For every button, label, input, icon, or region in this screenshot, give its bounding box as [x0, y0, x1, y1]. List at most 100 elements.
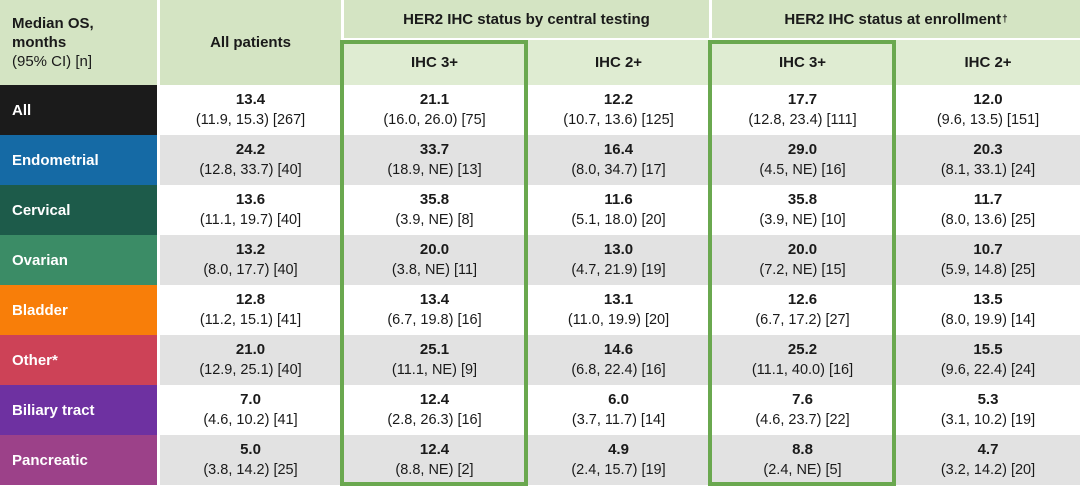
subheader-enrollment-ihc2-label: IHC 2+: [964, 54, 1012, 71]
subheader-enrollment-ihc3: IHC 3+: [712, 40, 893, 85]
row-label-cervical: Cervical: [0, 185, 157, 235]
median-value: 17.7: [787, 91, 818, 108]
ci-value: (3.8, NE) [11]: [391, 262, 478, 278]
median-value: 13.1: [603, 291, 634, 308]
cell-ovarian-enroll-ihc3: 20.0 (7.2, NE) [15]: [712, 235, 893, 285]
median-value: 12.8: [235, 291, 266, 308]
cell-other-enroll-ihc2: 15.5 (9.6, 22.4) [24]: [896, 335, 1080, 385]
group-header-enrollment-label: HER2 IHC status at enrollment: [784, 10, 1002, 28]
cell-cervical-central-ihc2: 11.6 (5.1, 18.0) [20]: [528, 185, 709, 235]
corner-header: Median OS, months (95% CI) [n]: [0, 0, 157, 85]
cell-all-allpatients: 13.4 (11.9, 15.3) [267]: [160, 85, 341, 135]
cell-ovarian-central-ihc2: 13.0 (4.7, 21.9) [19]: [528, 235, 709, 285]
group-header-central-testing: HER2 IHC status by central testing: [344, 0, 709, 40]
cell-cervical-central-ihc3: 35.8 (3.9, NE) [8]: [344, 185, 525, 235]
all-patients-header-label: All patients: [210, 34, 291, 51]
cell-endometrial-central-ihc3: 33.7 (18.9, NE) [13]: [344, 135, 525, 185]
ci-value: (11.0, 19.9) [20]: [567, 312, 670, 328]
corner-header-line3: (95% CI) [n]: [12, 53, 93, 70]
row-label-pancreatic: Pancreatic: [0, 435, 157, 485]
ci-value: (2.4, NE) [5]: [763, 462, 842, 478]
ci-value: (8.0, 13.6) [25]: [940, 212, 1036, 228]
ci-value: (11.2, 15.1) [41]: [199, 312, 302, 328]
median-value: 20.0: [419, 241, 450, 258]
median-value: 7.0: [240, 391, 261, 408]
dagger-footnote-mark: †: [1002, 13, 1008, 25]
ci-value: (4.6, 10.2) [41]: [203, 412, 298, 428]
median-value: 21.0: [235, 341, 266, 358]
group-header-enrollment: HER2 IHC status at enrollment †: [712, 0, 1080, 40]
cell-biliary-enroll-ihc3: 7.6 (4.6, 23.7) [22]: [712, 385, 893, 435]
cell-endometrial-enroll-ihc2: 20.3 (8.1, 33.1) [24]: [896, 135, 1080, 185]
ci-value: (6.8, 22.4) [16]: [571, 362, 666, 378]
subheader-central-ihc2: IHC 2+: [528, 40, 709, 85]
cell-cervical-allpatients: 13.6 (11.1, 19.7) [40]: [160, 185, 341, 235]
cell-all-central-ihc3: 21.1 (16.0, 26.0) [75]: [344, 85, 525, 135]
cell-cervical-enroll-ihc3: 35.8 (3.9, NE) [10]: [712, 185, 893, 235]
median-value: 5.0: [240, 441, 261, 458]
ci-value: (3.1, 10.2) [19]: [940, 412, 1036, 428]
ci-value: (18.9, NE) [13]: [387, 162, 482, 178]
cell-pancreatic-allpatients: 5.0 (3.8, 14.2) [25]: [160, 435, 341, 485]
ci-value: (8.0, 34.7) [17]: [571, 162, 666, 178]
subheader-enrollment-ihc3-label: IHC 3+: [778, 54, 827, 71]
cell-endometrial-allpatients: 24.2 (12.8, 33.7) [40]: [160, 135, 341, 185]
ci-value: (12.9, 25.1) [40]: [199, 362, 302, 378]
cell-pancreatic-enroll-ihc2: 4.7 (3.2, 14.2) [20]: [896, 435, 1080, 485]
ci-value: (2.8, 26.3) [16]: [387, 412, 482, 428]
median-value: 25.1: [419, 341, 450, 358]
row-label-other: Other*: [0, 335, 157, 385]
ci-value: (3.7, 11.7) [14]: [571, 412, 666, 428]
ci-value: (6.7, 17.2) [27]: [755, 312, 850, 328]
ci-value: (11.1, NE) [9]: [391, 362, 478, 378]
median-value: 13.4: [419, 291, 450, 308]
cell-other-enroll-ihc3: 25.2 (11.1, 40.0) [16]: [712, 335, 893, 385]
ci-value: (7.2, NE) [15]: [759, 262, 846, 278]
row-label-endometrial: Endometrial: [0, 135, 157, 185]
cell-ovarian-central-ihc3: 20.0 (3.8, NE) [11]: [344, 235, 525, 285]
ci-value: (8.0, 17.7) [40]: [203, 262, 298, 278]
cell-all-enroll-ihc2: 12.0 (9.6, 13.5) [151]: [896, 85, 1080, 135]
ci-value: (4.5, NE) [16]: [759, 162, 846, 178]
median-value: 16.4: [603, 141, 634, 158]
cell-bladder-allpatients: 12.8 (11.2, 15.1) [41]: [160, 285, 341, 335]
cell-all-enroll-ihc3: 17.7 (12.8, 23.4) [111]: [712, 85, 893, 135]
median-value: 11.6: [604, 191, 633, 208]
cell-other-central-ihc3: 25.1 (11.1, NE) [9]: [344, 335, 525, 385]
median-value: 35.8: [787, 191, 818, 208]
ci-value: (11.9, 15.3) [267]: [195, 112, 306, 128]
median-value: 25.2: [787, 341, 818, 358]
median-value: 8.8: [792, 441, 813, 458]
cell-ovarian-allpatients: 13.2 (8.0, 17.7) [40]: [160, 235, 341, 285]
cell-biliary-allpatients: 7.0 (4.6, 10.2) [41]: [160, 385, 341, 435]
median-value: 12.0: [973, 91, 1003, 108]
median-value: 13.0: [603, 241, 634, 258]
cell-bladder-central-ihc3: 13.4 (6.7, 19.8) [16]: [344, 285, 525, 335]
cell-other-central-ihc2: 14.6 (6.8, 22.4) [16]: [528, 335, 709, 385]
median-value: 29.0: [787, 141, 818, 158]
ci-value: (8.0, 19.9) [14]: [940, 312, 1036, 328]
median-value: 10.7: [973, 241, 1003, 258]
median-value: 20.3: [973, 141, 1003, 158]
median-value: 4.7: [977, 441, 999, 458]
cell-biliary-central-ihc3: 12.4 (2.8, 26.3) [16]: [344, 385, 525, 435]
group-header-central-testing-label: HER2 IHC status by central testing: [403, 10, 650, 28]
cell-endometrial-enroll-ihc3: 29.0 (4.5, NE) [16]: [712, 135, 893, 185]
ci-value: (16.0, 26.0) [75]: [383, 112, 486, 128]
median-value: 14.6: [603, 341, 634, 358]
row-label-ovarian: Ovarian: [0, 235, 157, 285]
row-label-bladder: Bladder: [0, 285, 157, 335]
ci-value: (12.8, 33.7) [40]: [199, 162, 302, 178]
subheader-central-ihc2-label: IHC 2+: [594, 54, 643, 71]
median-value: 4.9: [608, 441, 629, 458]
median-value: 7.6: [792, 391, 813, 408]
ci-value: (3.9, NE) [10]: [759, 212, 846, 228]
cell-bladder-enroll-ihc2: 13.5 (8.0, 19.9) [14]: [896, 285, 1080, 335]
median-value: 21.1: [419, 91, 450, 108]
all-patients-header: All patients: [160, 0, 341, 85]
row-label-all: All: [0, 85, 157, 135]
ci-value: (5.9, 14.8) [25]: [940, 262, 1036, 278]
subheader-enrollment-ihc2: IHC 2+: [896, 40, 1080, 85]
corner-header-line1: Median OS,: [12, 15, 94, 32]
ci-value: (9.6, 13.5) [151]: [936, 112, 1040, 128]
